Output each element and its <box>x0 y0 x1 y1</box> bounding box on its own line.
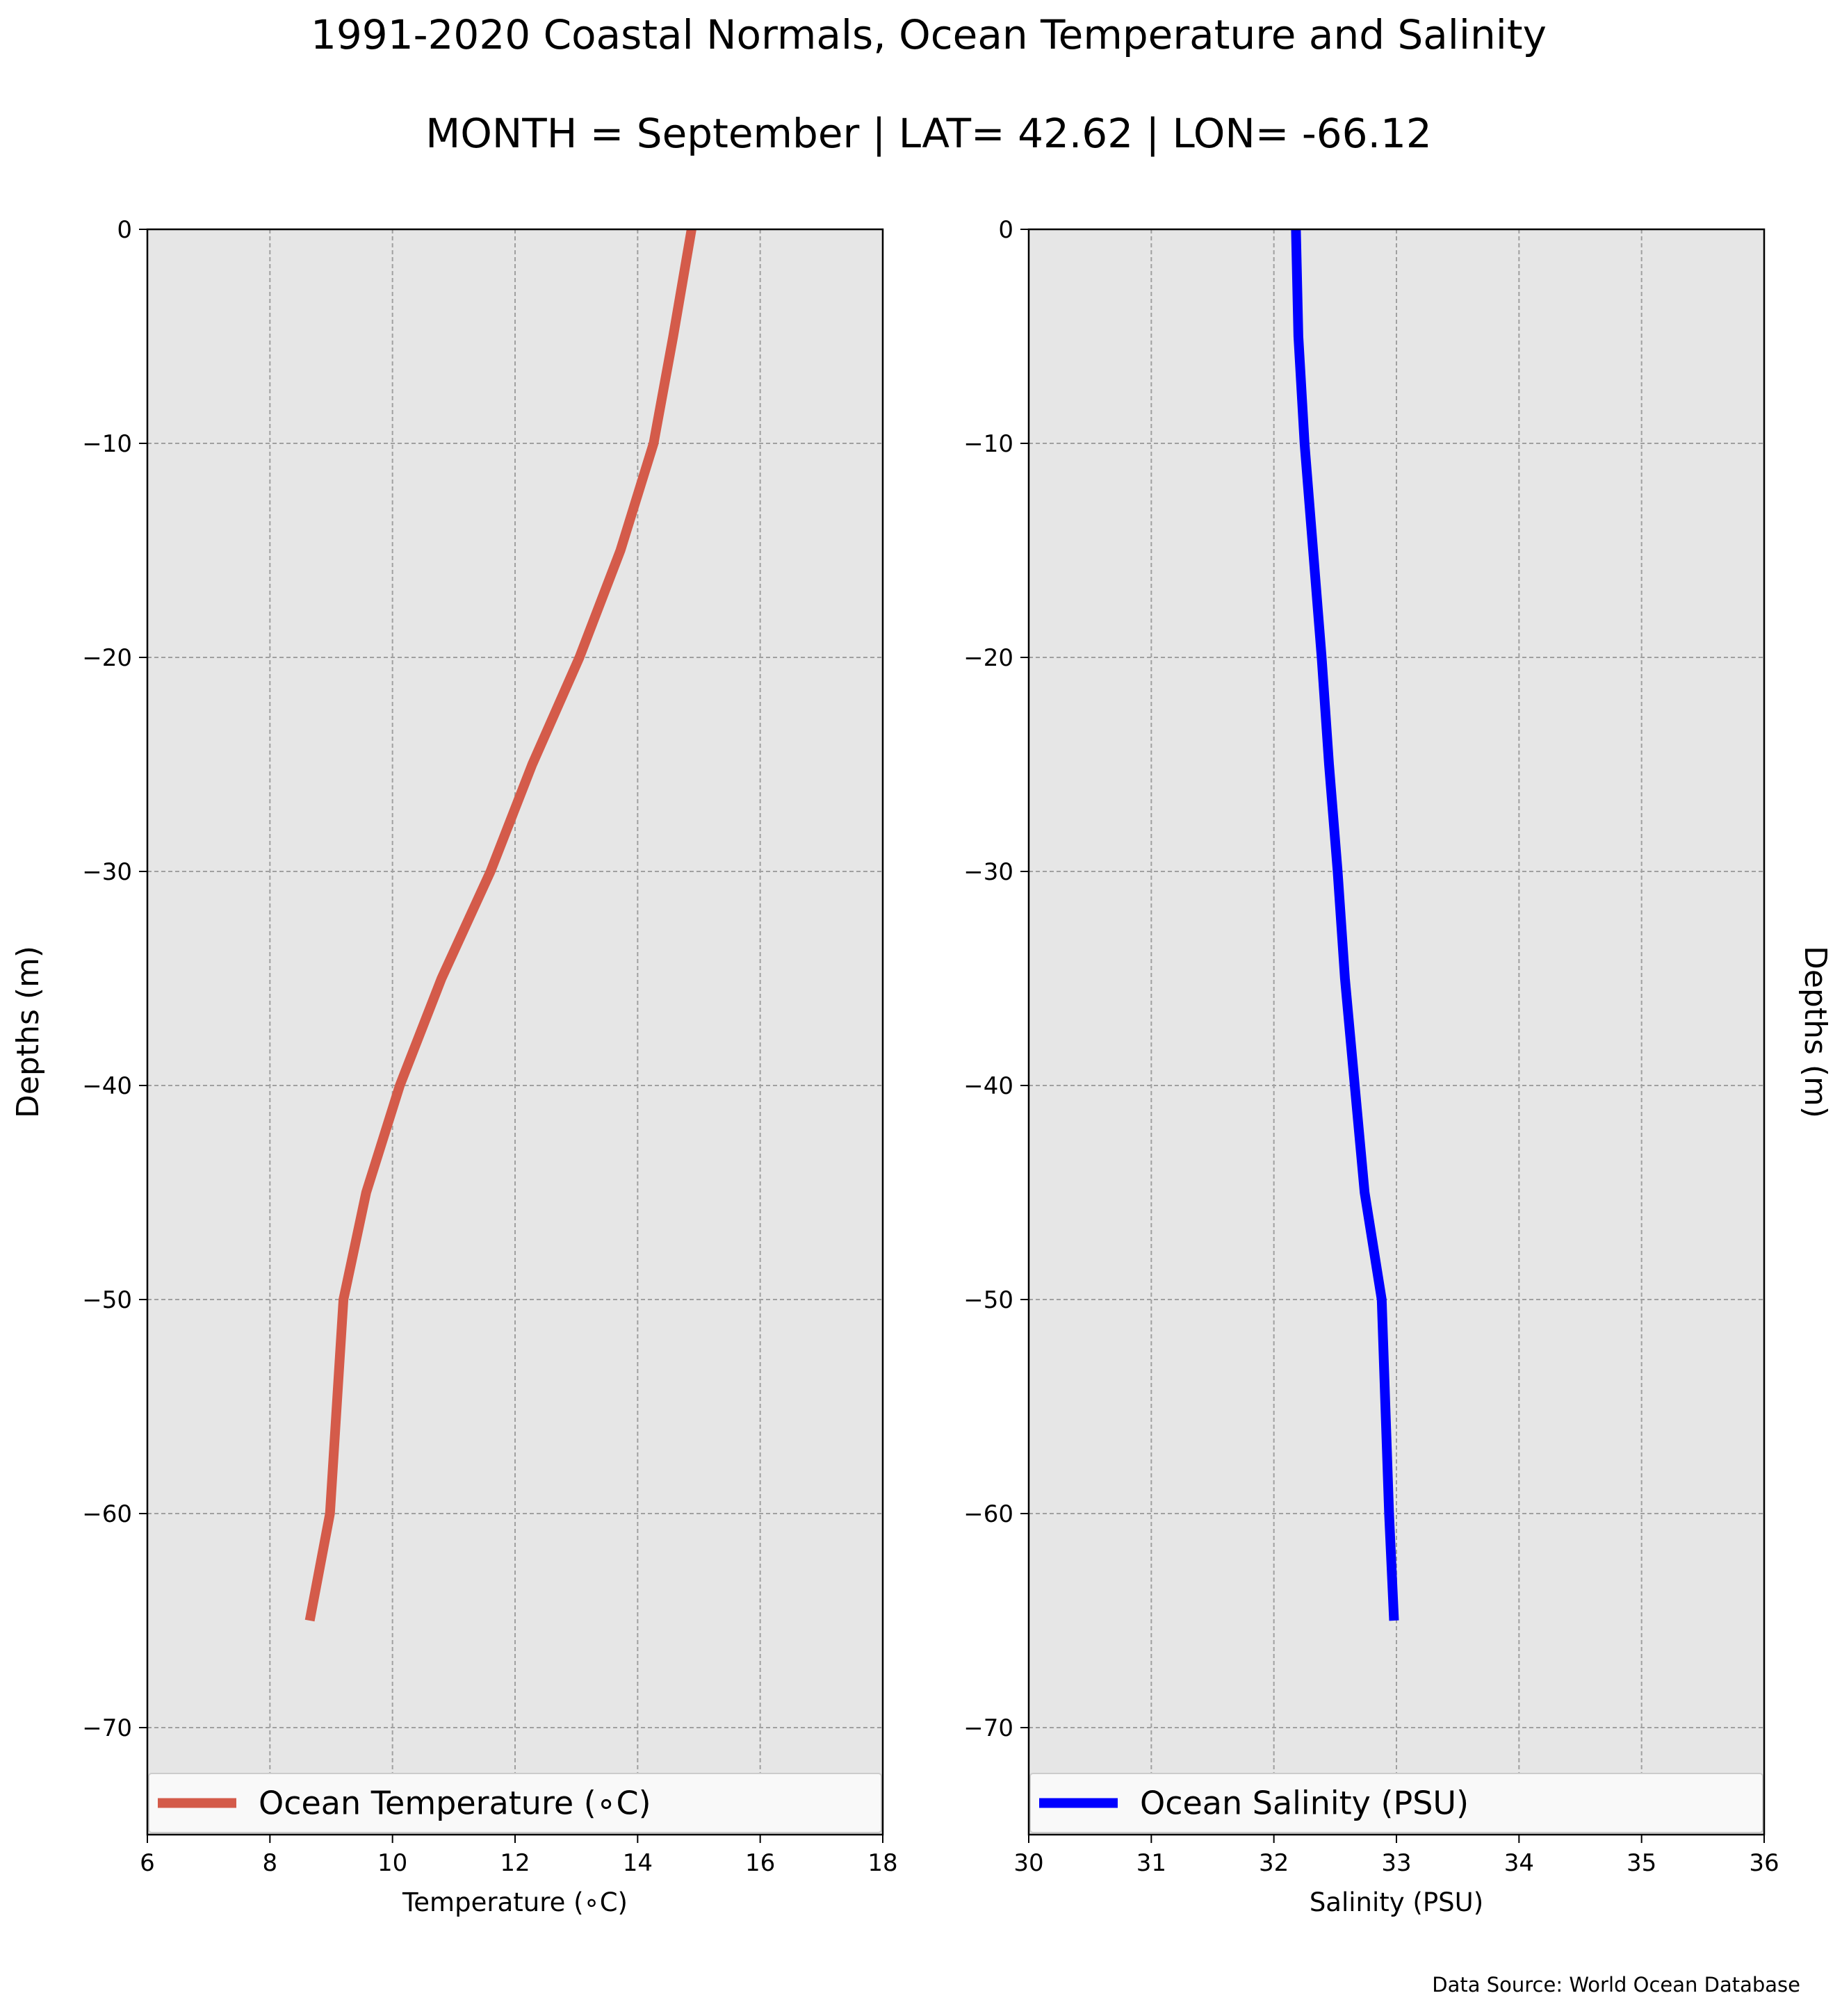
temperature-y-tick-label: −10 <box>82 430 132 458</box>
temperature-legend: Ocean Temperature (∘C) <box>148 1773 882 1833</box>
temperature-x-tick-label: 8 <box>263 1849 278 1877</box>
salinity-y-tick-label: −40 <box>963 1072 1013 1100</box>
salinity-y-tick-label: −30 <box>963 858 1013 886</box>
temperature-x-tick-label: 10 <box>377 1849 407 1877</box>
temperature-y-axis-label: Depths (m) <box>10 946 46 1118</box>
salinity-x-tick-label: 34 <box>1504 1849 1534 1877</box>
temperature-y-tick-label: −20 <box>82 644 132 672</box>
salinity-x-tick-label: 32 <box>1259 1849 1289 1877</box>
salinity-y-axis-label: Depths (m) <box>1798 946 1833 1118</box>
chart-title: 1991-2020 Coastal Normals, Ocean Tempera… <box>311 11 1547 58</box>
salinity-x-tick-label: 36 <box>1749 1849 1779 1877</box>
data-source-note: Data Source: World Ocean Database <box>1432 1973 1800 1997</box>
salinity-y-tick-label: −20 <box>963 644 1013 672</box>
salinity-x-axis-label: Salinity (PSU) <box>1310 1887 1483 1917</box>
temperature-x-tick-label: 12 <box>500 1849 530 1877</box>
salinity-x-tick-label: 30 <box>1013 1849 1043 1877</box>
temperature-legend-box <box>148 1773 882 1833</box>
temperature-y-tick-label: −70 <box>82 1714 132 1742</box>
salinity-legend-box <box>1029 1773 1763 1833</box>
salinity-y-tick-label: −70 <box>963 1714 1013 1742</box>
temperature-y-tick-label: −50 <box>82 1286 132 1314</box>
temperature-x-tick-label: 16 <box>745 1849 775 1877</box>
salinity-y-tick-label: −10 <box>963 430 1013 458</box>
temperature-x-tick-label: 18 <box>867 1849 897 1877</box>
temperature-x-tick-label: 14 <box>623 1849 653 1877</box>
temperature-x-axis-label: Temperature (∘C) <box>402 1887 628 1917</box>
temperature-y-tick-label: −40 <box>82 1072 132 1100</box>
salinity-y-tick-label: −50 <box>963 1286 1013 1314</box>
temperature-legend-label: Ocean Temperature (∘C) <box>259 1785 651 1822</box>
salinity-y-tick-label: −60 <box>963 1500 1013 1528</box>
salinity-x-tick-label: 33 <box>1381 1849 1411 1877</box>
temperature-y-tick-label: −60 <box>82 1500 132 1528</box>
salinity-series-line <box>1291 229 1399 1621</box>
salinity-legend-label: Ocean Salinity (PSU) <box>1140 1785 1469 1822</box>
salinity-x-tick-label: 35 <box>1627 1849 1656 1877</box>
salinity-panel: Ocean Salinity (PSU) 30 31 32 33 34 35 36 0 −10 −2… <box>963 216 1833 1917</box>
salinity-legend: Ocean Salinity (PSU) <box>1029 1773 1763 1833</box>
temperature-y-tick-label: 0 <box>117 216 132 244</box>
temperature-y-tick-label: −30 <box>82 858 132 886</box>
temperature-series-line <box>304 228 696 1622</box>
temperature-panel: Ocean Temperature (∘C) 6 8 10 12 14 16 18 0 −10 −2… <box>10 216 898 1917</box>
salinity-x-tick-label: 31 <box>1136 1849 1166 1877</box>
chart-subtitle: MONTH = September | LAT= 42.62 | LON= -6… <box>425 110 1432 157</box>
temperature-x-tick-label: 6 <box>140 1849 155 1877</box>
salinity-y-tick-label: 0 <box>998 216 1013 244</box>
